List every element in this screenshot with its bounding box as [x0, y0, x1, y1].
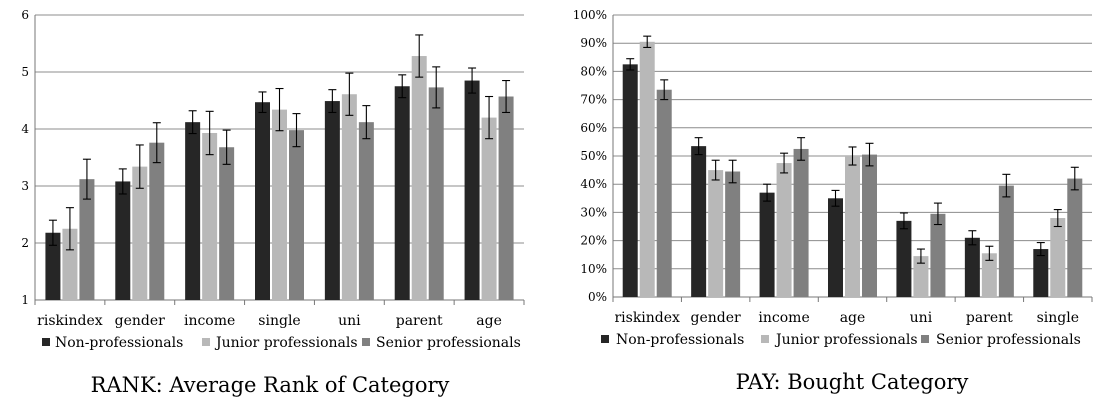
- y-tick-label: 6: [21, 8, 29, 22]
- y-tick-label: 100%: [573, 8, 607, 22]
- bar: [498, 96, 514, 300]
- bar: [930, 213, 946, 297]
- bar: [289, 130, 304, 300]
- y-tick-label: 3: [21, 179, 29, 193]
- bar: [1033, 249, 1049, 297]
- y-tick-label: 60%: [580, 121, 607, 135]
- bar: [464, 80, 480, 300]
- bar: [272, 109, 287, 301]
- bar: [358, 122, 374, 300]
- x-tick-label: gender: [115, 313, 166, 329]
- y-tick-label: 5: [21, 65, 29, 79]
- y-tick-label: 30%: [580, 205, 607, 219]
- bar: [185, 122, 201, 300]
- bar: [896, 220, 912, 297]
- bar: [964, 237, 980, 297]
- chart-title: RANK: Average Rank of Category: [91, 373, 450, 397]
- bar: [845, 156, 860, 297]
- bar: [324, 101, 340, 300]
- x-tick-label: single: [1037, 310, 1079, 326]
- bar: [394, 86, 410, 300]
- y-tick-label: 4: [21, 122, 29, 136]
- bar: [428, 87, 444, 300]
- bar: [1067, 178, 1083, 297]
- legend-label: Senior professionals: [936, 332, 1081, 348]
- bar: [255, 102, 270, 301]
- x-tick-label: uni: [910, 310, 933, 326]
- y-tick-label: 2: [21, 236, 29, 250]
- bar: [639, 41, 655, 297]
- bar: [708, 170, 724, 297]
- bar: [776, 163, 792, 297]
- bar: [481, 117, 497, 300]
- legend-label: Senior professionals: [376, 335, 521, 351]
- bar: [1050, 218, 1066, 297]
- bar: [62, 228, 78, 300]
- legend-swatch: [921, 335, 929, 343]
- chart-title: PAY: Bought Category: [736, 370, 969, 394]
- bar: [45, 232, 61, 300]
- bar: [691, 146, 707, 297]
- legend-label: Non-professionals: [616, 332, 744, 348]
- legend-swatch: [601, 335, 609, 343]
- x-tick-label: riskindex: [37, 313, 103, 329]
- bar: [202, 132, 218, 300]
- x-tick-label: parent: [966, 310, 1013, 326]
- bar: [115, 181, 131, 300]
- y-tick-label: 0%: [588, 290, 607, 304]
- bar: [411, 56, 427, 300]
- legend-swatch: [42, 338, 50, 346]
- bar: [132, 166, 148, 300]
- bar: [219, 147, 235, 300]
- bar: [981, 253, 997, 297]
- y-tick-label: 80%: [580, 64, 607, 78]
- legend-swatch: [761, 335, 769, 343]
- legend-swatch: [362, 338, 370, 346]
- x-tick-label: riskindex: [614, 310, 680, 326]
- legend-swatch: [202, 338, 210, 346]
- legend-label: Non-professionals: [55, 335, 183, 351]
- bar: [862, 154, 877, 297]
- legend-label: Junior professionals: [214, 335, 358, 351]
- y-tick-label: 40%: [580, 177, 607, 191]
- bar: [998, 185, 1014, 297]
- chart-panel-2: 0% 10% 20% 30% 40% 50% 60% 70% 80% 90% 100% riskind…: [573, 8, 1093, 394]
- bar: [828, 198, 843, 297]
- bar: [725, 171, 741, 297]
- y-tick-label: 90%: [580, 36, 607, 50]
- bar: [149, 142, 165, 300]
- x-tick-label: income: [184, 313, 235, 329]
- x-tick-label: parent: [396, 313, 443, 329]
- x-tick-label: age: [476, 313, 502, 329]
- bar: [79, 179, 95, 300]
- legend-label: Junior professionals: [774, 332, 918, 348]
- x-tick-label: single: [258, 313, 300, 329]
- bar: [913, 256, 929, 297]
- y-tick-label: 70%: [580, 93, 607, 107]
- x-tick-label: age: [840, 310, 866, 326]
- x-tick-label: gender: [691, 310, 742, 326]
- y-tick-label: 10%: [580, 262, 607, 276]
- chart-panel-1: 1 2 3 4 5 6 riskindex gender income single uni pare…: [21, 8, 525, 397]
- y-tick-label: 1: [21, 293, 29, 307]
- bar: [759, 192, 775, 297]
- x-tick-label: uni: [338, 313, 361, 329]
- y-tick-label: 20%: [580, 234, 607, 248]
- x-tick-label: income: [758, 310, 809, 326]
- bar: [656, 89, 672, 297]
- bar: [622, 64, 638, 297]
- bar: [793, 148, 809, 297]
- bar: [341, 94, 357, 300]
- y-tick-label: 50%: [580, 149, 607, 163]
